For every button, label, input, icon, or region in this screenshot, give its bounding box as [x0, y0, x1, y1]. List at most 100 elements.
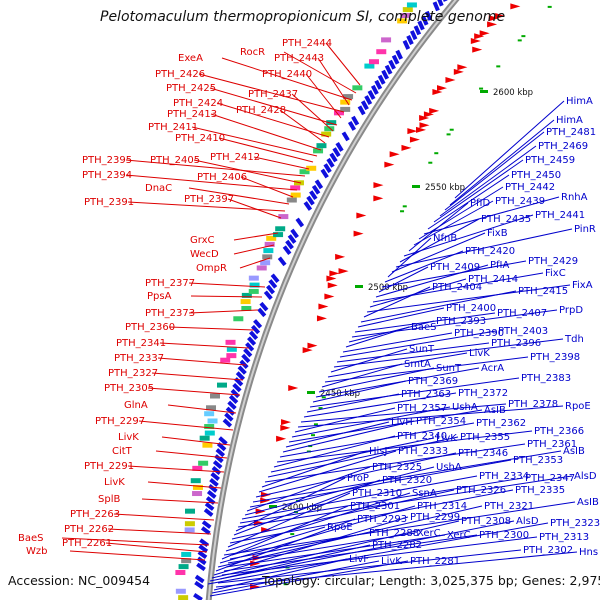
reverse-label-leader [267, 436, 459, 478]
feature-marker [400, 210, 405, 213]
forward-label-leader [167, 404, 237, 414]
forward-label-leader [253, 156, 310, 170]
gene-category-box [226, 353, 237, 359]
reverse-gene-glyph [200, 526, 211, 535]
gene-track-layer [175, 0, 552, 600]
reverse-label-leader [233, 479, 381, 536]
gene-category-box [299, 169, 310, 175]
reverse-label-leader [285, 421, 390, 448]
reverse-gene-label: PTH_2362 [476, 418, 526, 429]
reverse-gene-label: PTH_2281 [410, 556, 460, 567]
reverse-gene-label: PTH_2302 [523, 545, 573, 556]
gene-category-box [352, 85, 363, 91]
forward-gene-label: PTH_2394 [82, 170, 132, 181]
gene-category-box [206, 405, 217, 411]
gene-category-box [273, 232, 284, 238]
reverse-label-leader [454, 100, 565, 199]
reverse-gene-label: PTH_2300 [479, 530, 529, 541]
forward-gene-label: BaeS [18, 533, 44, 544]
reverse-gene-label: PTH_2346 [458, 448, 508, 459]
feature-marker [428, 161, 433, 164]
reverse-gene-glyph [245, 342, 255, 352]
forward-gene-glyph [488, 15, 499, 22]
reverse-label-leader [235, 477, 346, 532]
forward-label-leader [317, 57, 350, 106]
feature-marker [517, 39, 522, 42]
reverse-gene-label: AsIB [484, 405, 506, 416]
feature-marker [434, 152, 439, 155]
reverse-gene-label: PTH_2361 [527, 439, 577, 450]
reverse-gene-label: HimA [566, 96, 593, 107]
reverse-label-leader [270, 437, 435, 473]
reverse-gene-label: ProP [347, 473, 369, 484]
reverse-gene-label: PTH_2363 [401, 389, 451, 400]
reverse-gene-label: FixA [572, 280, 593, 291]
gene-category-box [286, 197, 297, 203]
forward-label-leader [325, 42, 361, 86]
gene-category-box [248, 275, 259, 281]
gene-category-box [381, 37, 392, 43]
forward-gene-label: PTH_2377 [145, 278, 195, 289]
forward-gene-label: LivK [104, 477, 125, 488]
reverse-label-leader [378, 266, 429, 293]
forward-label-leader [210, 113, 322, 151]
scale-tick-label: 2500 kbp [368, 283, 408, 293]
forward-label-leader [291, 93, 334, 132]
forward-gene-glyph [280, 424, 291, 431]
reverse-label-leader [279, 422, 475, 458]
reverse-gene-glyph [208, 484, 218, 493]
reverse-gene-label: PTH_2325 [372, 462, 422, 473]
reverse-gene-label: PTH_2439 [495, 196, 545, 207]
reverse-gene-glyph [196, 556, 207, 566]
forward-label-leader [155, 450, 228, 459]
forward-label-leader [209, 87, 338, 126]
reverse-gene-label: PTH_2357 [397, 403, 447, 414]
gene-category-box [402, 7, 413, 13]
reverse-gene-label: UshA [452, 402, 478, 413]
reverse-gene-label: PTH_2396 [491, 338, 541, 349]
reverse-gene-label: PTH_2407 [497, 308, 547, 319]
scale-tick-label: 2550 kbp [425, 183, 465, 193]
gene-category-box [185, 508, 196, 514]
reverse-gene-label: PTH_2293 [357, 514, 407, 525]
reverse-gene-label: PTH_2398 [530, 352, 580, 363]
forward-gene-label: PTH_2305 [104, 383, 154, 394]
reverse-gene-glyph [211, 466, 222, 475]
forward-gene-glyph [409, 136, 420, 143]
reverse-label-leader [321, 363, 403, 388]
reverse-gene-label: AsIB [577, 497, 599, 508]
reverse-label-leader [381, 260, 527, 288]
reverse-gene-glyph [384, 64, 393, 75]
feature-marker [283, 583, 288, 586]
reverse-gene-label: AsIB [563, 446, 585, 457]
forward-gene-glyph [373, 182, 384, 189]
reverse-label-leader [333, 338, 564, 368]
reverse-label-leader [221, 536, 538, 576]
forward-label-leader [233, 244, 275, 255]
gene-category-box [181, 558, 192, 564]
forward-gene-label: PTH_2297 [95, 416, 145, 427]
forward-gene-glyph [419, 115, 430, 122]
gene-category-box [202, 442, 213, 448]
reverse-gene-label: PTH_2435 [481, 214, 531, 225]
forward-label-leader [188, 187, 290, 205]
gene-category-box [397, 18, 408, 24]
reverse-gene-glyph [253, 319, 263, 329]
forward-label-leader [147, 481, 222, 489]
reverse-gene-glyph [341, 131, 350, 142]
genome-title: Pelotomaculum thermopropionicum SI, comp… [100, 9, 506, 25]
reverse-label-leader [249, 459, 512, 508]
forward-gene-glyph [276, 435, 287, 442]
forward-gene-label: SplB [98, 494, 120, 505]
reverse-gene-glyph [311, 184, 321, 195]
reverse-label-leader [252, 450, 562, 503]
gene-category-box [406, 2, 417, 8]
reverse-gene-glyph [247, 336, 257, 346]
reverse-gene-glyph [282, 245, 292, 256]
reverse-gene-glyph [277, 256, 287, 267]
gene-category-box [175, 570, 186, 576]
reverse-gene-glyph [243, 347, 253, 358]
reverse-label-leader [306, 393, 400, 413]
gene-category-box [364, 63, 375, 69]
forward-label-leader [221, 57, 353, 101]
